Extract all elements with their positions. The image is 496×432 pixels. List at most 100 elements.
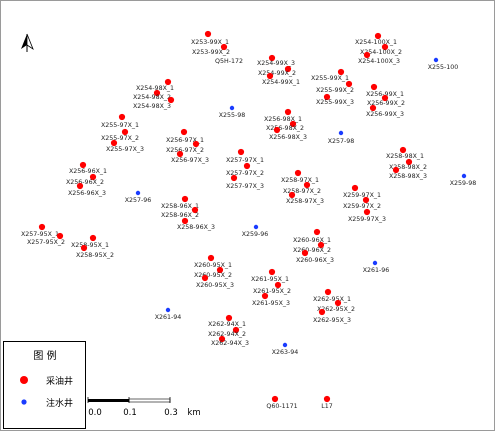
production-well-dot — [216, 266, 224, 274]
production-well-label: X254-99X_2 — [258, 70, 296, 77]
production-well-label: X258-95X_1 — [71, 242, 109, 249]
production-well-label: X256-97X_1 — [166, 137, 204, 144]
production-well-label: X257-97X_3 — [226, 183, 264, 190]
production-well-label: X253-99X_1 — [191, 39, 229, 46]
production-well-dot — [324, 288, 332, 296]
production-well-label: X262-94X_1 — [208, 321, 246, 328]
production-well-dot — [301, 249, 309, 257]
production-well-dot — [191, 206, 199, 214]
injection-well-dot — [165, 307, 171, 313]
production-well-dot — [261, 292, 269, 300]
production-well-dot — [362, 196, 370, 204]
legend-production-well-icon — [20, 376, 28, 384]
production-well-label: X256-97X_2 — [166, 147, 204, 154]
injection-well-label: X257-98 — [328, 138, 355, 145]
production-well-label: X256-96X_3 — [68, 190, 106, 197]
production-well-dot — [284, 65, 292, 73]
scale-tick-label: 0.3 — [164, 408, 178, 418]
production-well-label: L17 — [321, 403, 333, 410]
injection-well-dot — [338, 130, 344, 136]
scale-tick-label: 0.1 — [123, 408, 137, 418]
production-well-dot — [370, 83, 378, 91]
scale-bar-segment — [128, 398, 171, 403]
production-well-label: X256-96X_2 — [66, 179, 104, 186]
production-well-label: X258-96X_2 — [161, 212, 199, 219]
production-well-label: X258-95X_2 — [76, 252, 114, 259]
scale-bar: 0.0 0.1 0.3 km — [87, 397, 201, 418]
legend: 图 例 采油井 注水井 — [3, 341, 86, 429]
production-well-label: X254-99X_3 — [257, 60, 295, 67]
production-well-dot — [192, 140, 200, 148]
production-well-label: X255-99X_1 — [311, 75, 349, 82]
production-well-label: X255-97X_1 — [101, 122, 139, 129]
production-well-dot — [399, 146, 407, 154]
production-well-dot — [284, 108, 292, 116]
production-well-dot — [118, 113, 126, 121]
production-well-dot — [167, 96, 175, 104]
production-well-dot — [225, 314, 233, 322]
production-well-label: X257-97X_2 — [226, 170, 264, 177]
legend-injection-well-icon — [21, 399, 27, 405]
production-well-label: X258-96X_3 — [177, 224, 215, 231]
production-well-label: X256-99X_1 — [366, 91, 404, 98]
legend-box — [3, 341, 86, 429]
production-well-label: X259-97X_1 — [343, 192, 381, 199]
production-well-label: X261-95X_2 — [253, 288, 291, 295]
production-well-dot — [303, 181, 311, 189]
production-well-label: X260-96X_1 — [293, 237, 331, 244]
production-well-label: X259-97X_2 — [343, 203, 381, 210]
production-well-label: X262-94X_3 — [211, 340, 249, 347]
production-well-dot — [110, 139, 118, 147]
injection-well-label: X255-100 — [428, 64, 459, 71]
production-well-dot — [153, 89, 161, 97]
production-well-dot — [243, 162, 251, 170]
production-well-dot — [268, 268, 276, 276]
injection-well-label: X261-96 — [363, 267, 390, 274]
production-well-dot — [268, 54, 276, 62]
production-well-label: X257-95X_1 — [21, 231, 59, 238]
production-well-label: X254-98X_3 — [133, 103, 171, 110]
scale-tick-label: 0.0 — [88, 408, 102, 418]
injection-well-dot — [433, 57, 439, 63]
production-well-label: X262-95X_2 — [317, 306, 355, 313]
injection-well-dot — [372, 260, 378, 266]
production-well-label: X262-95X_3 — [313, 317, 351, 324]
production-well-dot — [369, 104, 377, 112]
production-well-dot — [220, 43, 228, 51]
production-well-label: X256-99X_3 — [366, 111, 404, 118]
production-well-dot — [363, 208, 371, 216]
production-well-dot — [317, 241, 325, 249]
production-well-label: X262-94X_2 — [208, 331, 246, 338]
production-well-dot — [274, 281, 282, 289]
production-well-dot — [318, 308, 326, 316]
production-well-dot — [337, 68, 345, 76]
production-well-dot — [89, 234, 97, 242]
production-well-dot — [230, 174, 238, 182]
production-well-label: X255-97X_3 — [106, 146, 144, 153]
production-well-dot — [232, 326, 240, 334]
injection-well-dot — [135, 190, 141, 196]
legend-title: 图 例 — [33, 349, 56, 362]
injection-well-dot — [282, 342, 288, 348]
legend-production-well-label: 采油井 — [46, 375, 73, 387]
production-well-dot — [288, 191, 296, 199]
production-well-dot — [38, 223, 46, 231]
production-well-dot — [76, 182, 84, 190]
production-well-label: X255-97X_2 — [101, 135, 139, 142]
production-well-label: X254-100X_1 — [355, 39, 397, 46]
production-well-label: X256-96X_1 — [69, 168, 107, 175]
production-well-label: X261-95X_1 — [251, 276, 289, 283]
production-well-dot — [176, 150, 184, 158]
production-well-label: X260-95X_1 — [194, 262, 232, 269]
production-well-label: X257-97X_1 — [226, 157, 264, 164]
north-arrow-icon — [21, 33, 34, 52]
scale-bar-segment — [88, 399, 129, 402]
production-well-dot — [271, 395, 279, 403]
production-well-label: X258-96X_1 — [161, 203, 199, 210]
production-well-label: X254-99X_1 — [262, 79, 300, 86]
production-well-dot — [180, 128, 188, 136]
production-well-dot — [273, 126, 281, 134]
production-well-dot — [363, 51, 371, 59]
production-well-dot — [181, 217, 189, 225]
